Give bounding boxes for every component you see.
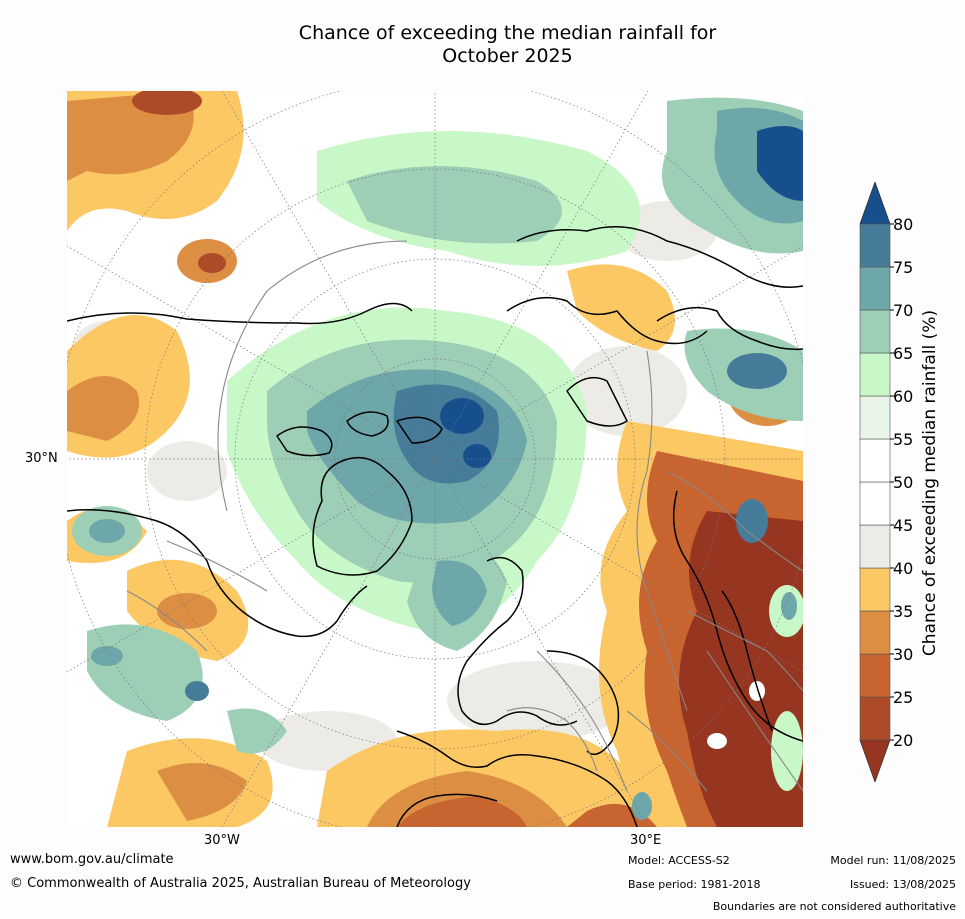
colorbar-band-40-45: [859, 524, 891, 569]
colorbar-tick-label-55: 55: [893, 430, 913, 449]
colorbar-tick-label-60: 60: [893, 387, 913, 406]
model-run-text: Model run: 11/08/2025: [830, 854, 956, 867]
wet-regions: [72, 97, 803, 820]
map-title: Chance of exceeding the median rainfall …: [0, 22, 965, 68]
latitude-label: 30°N: [25, 451, 58, 466]
graticule: [67, 91, 803, 827]
disclaimer-text: Boundaries are not considered authoritat…: [712, 900, 956, 913]
colorbar-band-25-30: [859, 653, 891, 698]
base-period-text: Base period: 1981-2018: [628, 878, 761, 891]
colorbar-band-45-50: [859, 481, 891, 526]
issued-text: Issued: 13/08/2025: [849, 878, 956, 891]
rainfall-map: [67, 91, 803, 827]
colorbar-svg: 20 25 30 35 40 45 50 55 60 65 70 75 80: [859, 180, 913, 784]
colorbar-band-55-60: [859, 395, 891, 440]
country-borders: [126, 240, 803, 792]
colorbar-band-60-65: [859, 352, 891, 397]
colorbar-label: Chance of exceeding median rainfall (%): [920, 309, 940, 657]
colorbar-band-30-35: [859, 610, 891, 655]
model-text: Model: ACCESS-S2: [628, 854, 730, 867]
colorbar-band-65-70: [859, 309, 891, 354]
title-line-1: Chance of exceeding the median rainfall …: [298, 22, 717, 44]
copyright-text: © Commonwealth of Australia 2025, Austra…: [10, 876, 471, 891]
title-line-2: October 2025: [442, 45, 573, 67]
colorbar-tick-label-45: 45: [893, 516, 913, 535]
colorbar-tick-label-65: 65: [893, 344, 913, 363]
colorbar-tick-label-40: 40: [893, 559, 913, 578]
colorbar-band-70-75: [859, 266, 891, 311]
coastlines: [67, 226, 803, 827]
colorbar: 20 25 30 35 40 45 50 55 60 65 70 75 80: [855, 180, 965, 784]
map-canvas: [67, 91, 803, 827]
colorbar-tick-label-50: 50: [893, 473, 913, 492]
colorbar-band-35-40: [859, 567, 891, 612]
colorbar-extend-max: [859, 180, 891, 225]
colorbar-tick-label-35: 35: [893, 602, 913, 621]
colorbar-tick-label-20: 20: [893, 731, 913, 750]
dry-regions: [67, 91, 803, 827]
longitude-label-east: 30°E: [630, 833, 662, 848]
website-text: www.bom.gov.au/climate: [10, 852, 174, 867]
colorbar-tick-label-25: 25: [893, 688, 913, 707]
longitude-label-west: 30°W: [204, 833, 240, 848]
colorbar-tick-label-30: 30: [893, 645, 913, 664]
colorbar-tick-label-70: 70: [893, 301, 913, 320]
colorbar-tick-label-75: 75: [893, 258, 913, 277]
colorbar-tick-label-80: 80: [893, 215, 913, 234]
colorbar-band-20-25: [859, 696, 891, 741]
colorbar-band-50-55: [859, 438, 891, 483]
colorbar-extend-min: [859, 739, 891, 784]
colorbar-band-75-80: [859, 223, 891, 268]
